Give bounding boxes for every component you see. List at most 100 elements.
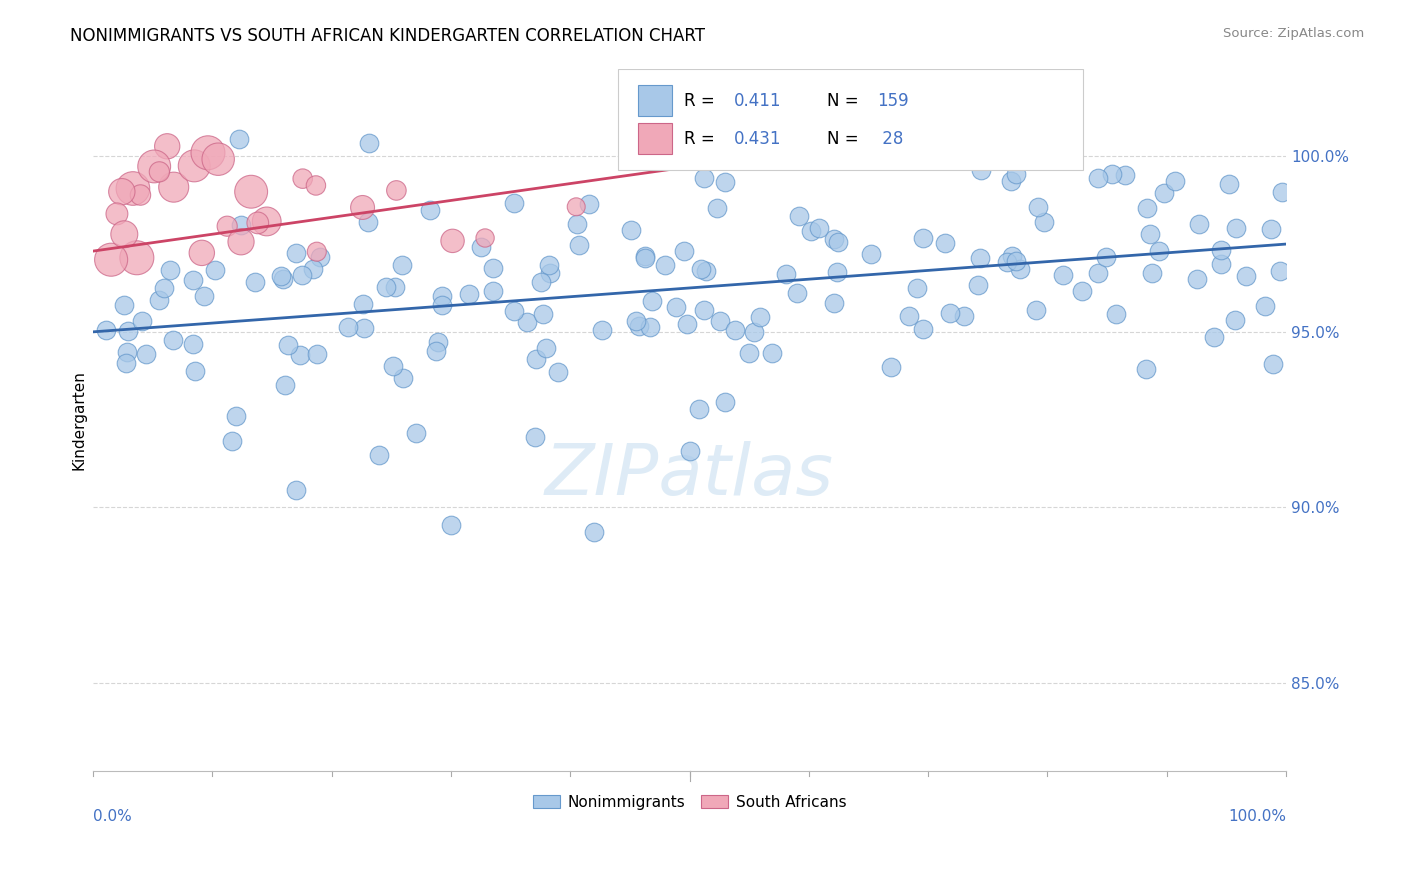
Point <box>1211 243 1233 257</box>
Point <box>125 251 148 265</box>
Point <box>1032 215 1054 229</box>
Point <box>591 323 613 337</box>
Point <box>1223 312 1246 326</box>
Point <box>1153 186 1175 200</box>
Text: 28: 28 <box>877 129 903 148</box>
Point <box>221 434 243 448</box>
Point <box>880 359 903 374</box>
Point <box>148 165 170 179</box>
Point <box>859 247 882 261</box>
Text: 159: 159 <box>877 92 908 110</box>
Point <box>825 265 848 279</box>
Point <box>706 201 728 215</box>
Point <box>135 347 157 361</box>
Point <box>291 268 314 283</box>
Point <box>305 178 328 193</box>
Point <box>1087 171 1109 186</box>
Text: NONIMMIGRANTS VS SOUTH AFRICAN KINDERGARTEN CORRELATION CHART: NONIMMIGRANTS VS SOUTH AFRICAN KINDERGAR… <box>70 27 706 45</box>
Point <box>117 324 139 338</box>
Point <box>1000 174 1022 188</box>
Point <box>1101 168 1123 182</box>
Point <box>284 246 307 260</box>
Point <box>654 258 676 272</box>
Point <box>228 132 250 146</box>
Point <box>568 238 591 252</box>
Point <box>1005 253 1028 268</box>
Point <box>243 275 266 289</box>
Point <box>1271 185 1294 199</box>
Text: 0.431: 0.431 <box>734 129 782 148</box>
Point <box>531 307 554 321</box>
Point <box>181 337 204 351</box>
Point <box>391 258 413 272</box>
Point <box>695 264 717 278</box>
Point <box>191 245 214 260</box>
Point <box>1188 217 1211 231</box>
Point <box>1026 200 1049 214</box>
Point <box>1105 307 1128 321</box>
Point <box>523 430 546 444</box>
Point <box>1260 222 1282 236</box>
Point <box>824 232 846 246</box>
Point <box>246 216 269 230</box>
Point <box>337 319 360 334</box>
Point <box>1185 271 1208 285</box>
Point <box>193 289 215 303</box>
Point <box>122 181 145 195</box>
Point <box>1268 264 1291 278</box>
Point <box>1135 362 1157 376</box>
Point <box>690 262 713 277</box>
Point <box>426 334 449 349</box>
Point <box>352 201 374 215</box>
Point <box>270 269 292 284</box>
Point <box>672 244 695 259</box>
Point <box>385 184 408 198</box>
Point <box>153 281 176 295</box>
Point <box>96 323 118 337</box>
Point <box>1149 244 1171 258</box>
Point <box>641 293 664 308</box>
Point <box>368 448 391 462</box>
Text: 0.411: 0.411 <box>734 92 782 110</box>
Point <box>1087 266 1109 280</box>
Point <box>405 425 427 440</box>
Point <box>619 223 641 237</box>
Point <box>640 319 662 334</box>
Point <box>1001 249 1024 263</box>
Text: ZIPatlas: ZIPatlas <box>546 442 834 510</box>
Point <box>967 277 990 292</box>
Point <box>302 262 325 277</box>
Bar <box>638 122 672 154</box>
Point <box>183 159 205 173</box>
Point <box>217 219 239 234</box>
Point <box>291 171 314 186</box>
Point <box>391 371 413 385</box>
Point <box>357 136 380 151</box>
Point <box>1202 330 1225 344</box>
Legend: Nonimmigrants, South Africans: Nonimmigrants, South Africans <box>526 789 852 815</box>
Point <box>1008 262 1031 277</box>
Point <box>225 409 247 423</box>
Text: N =: N = <box>827 129 863 148</box>
Point <box>1225 221 1247 235</box>
Point <box>534 341 557 355</box>
Point <box>808 220 831 235</box>
Point <box>256 214 278 228</box>
Text: R =: R = <box>683 129 720 148</box>
Point <box>628 318 651 333</box>
Point <box>1052 268 1074 283</box>
Point <box>912 321 935 335</box>
Point <box>538 266 561 280</box>
Text: R =: R = <box>683 92 720 110</box>
Point <box>939 306 962 320</box>
Point <box>911 231 934 245</box>
Point <box>1234 269 1257 284</box>
Point <box>1095 250 1118 264</box>
Point <box>432 289 454 303</box>
Point <box>425 343 447 358</box>
Point <box>537 258 560 272</box>
Point <box>565 200 588 214</box>
Text: N =: N = <box>827 92 863 110</box>
Point <box>231 218 253 232</box>
Point <box>156 139 179 153</box>
